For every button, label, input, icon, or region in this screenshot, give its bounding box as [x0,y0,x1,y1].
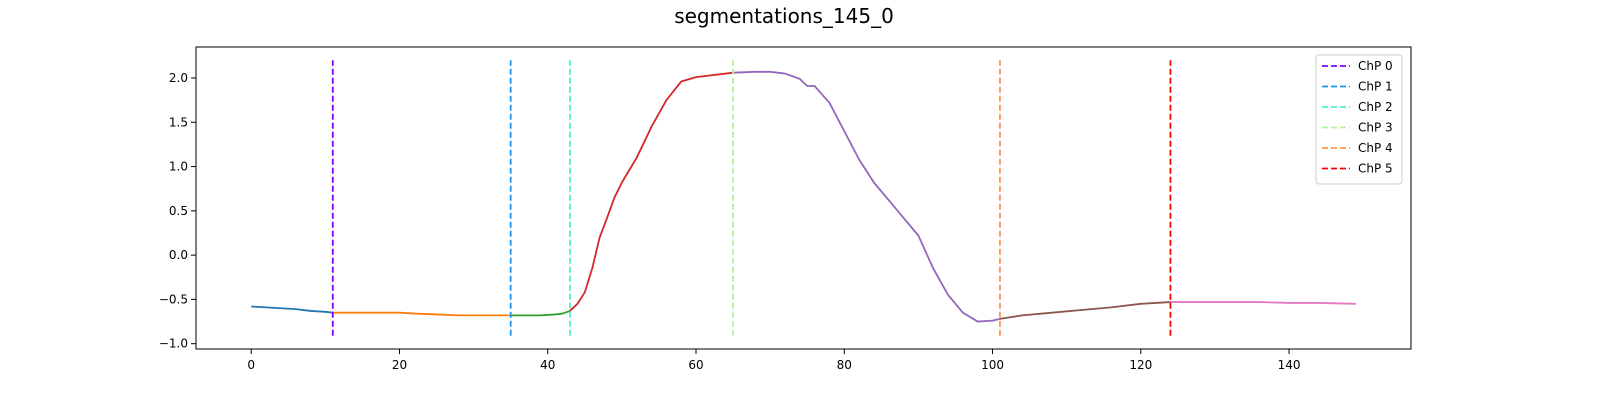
x-tick-label: 0 [247,358,255,372]
x-tick-label: 40 [540,358,555,372]
legend-label: ChP 1 [1358,80,1393,94]
series-line-segment-6 [1170,301,1356,305]
x-tick-label: 100 [981,358,1004,372]
legend-box [1315,54,1403,185]
legend-label: ChP 0 [1358,59,1393,73]
series-line-segment-2 [510,310,571,317]
legend-label: ChP 4 [1358,141,1393,155]
series-line-segment-1 [332,311,511,317]
series-line-segment-3 [569,71,734,312]
x-tick-label: 20 [392,358,407,372]
x-tick-label: 140 [1278,358,1301,372]
legend-label: ChP 5 [1358,162,1393,176]
y-tick-label: −1.0 [159,337,188,351]
legend-label: ChP 3 [1358,121,1393,135]
y-tick-label: 0.5 [169,204,188,218]
x-tick-label: 120 [1129,358,1152,372]
series-line-segment-0 [251,305,333,314]
chart-title: segmentations_145_0 [674,4,894,28]
legend-label: ChP 2 [1358,100,1393,114]
x-tick-label: 80 [837,358,852,372]
legend: ChP 0 ChP 1 ChP 2 ChP 3 ChP 4 ChP 5 [1315,54,1403,185]
series-line-segment-4 [733,70,1001,323]
series-line-segment-5 [999,301,1171,320]
y-tick-label: 1.5 [169,115,188,129]
y-tick-label: 0.0 [169,248,188,262]
y-tick-label: 1.0 [169,160,188,174]
y-tick-label: 2.0 [169,71,188,85]
y-tick-label: −0.5 [159,292,188,306]
plot-frame [195,46,1412,350]
x-tick-label: 60 [688,358,703,372]
